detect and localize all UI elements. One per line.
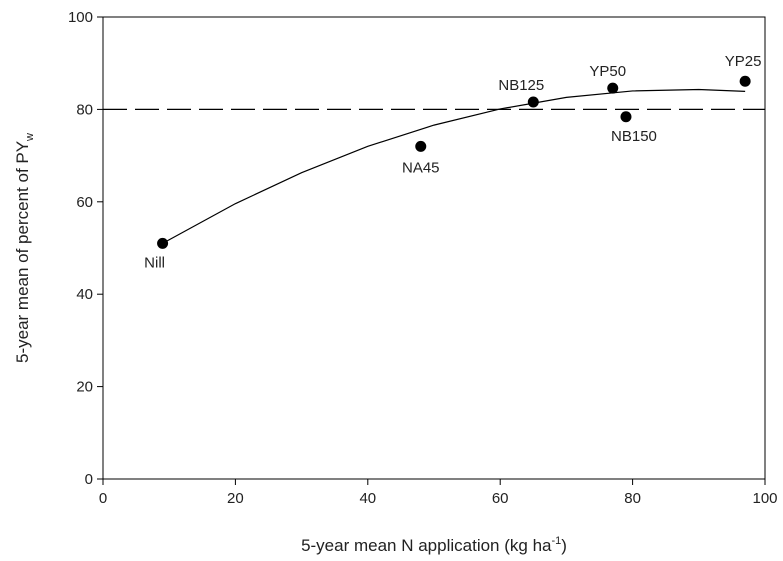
x-tick-label: 80: [624, 490, 641, 507]
x-tick-label: 100: [752, 490, 777, 507]
x-tick-label: 20: [227, 490, 244, 507]
data-point: [620, 111, 632, 123]
data-point: [607, 82, 619, 94]
y-tick-label: 100: [68, 9, 93, 26]
data-point: [739, 75, 751, 87]
x-tick-label: 60: [492, 490, 509, 507]
point-label: Nill: [144, 254, 165, 271]
plot-frame: [102, 16, 766, 480]
y-tick-label: 0: [85, 471, 93, 488]
data-point: [527, 96, 539, 108]
y-tick-label: 60: [76, 194, 93, 211]
data-point: [157, 237, 169, 249]
point-label: NA45: [402, 159, 440, 176]
y-tick-label: 20: [76, 379, 93, 396]
y-axis-title-sub: w: [24, 133, 36, 142]
data-point: [415, 140, 427, 152]
x-axis-title: 5-year mean N application (kg ha-1): [301, 535, 567, 555]
fit-curve: [162, 88, 746, 244]
point-label: YP50: [589, 63, 626, 80]
y-tick-label: 40: [76, 286, 93, 303]
x-tick-label: 0: [99, 490, 107, 507]
y-tick-label: 80: [76, 101, 93, 118]
x-tick-label: 40: [359, 490, 376, 507]
y-axis-title: 5-year mean of percent of PYw: [13, 133, 36, 363]
x-axis-title-sup: -1: [551, 535, 561, 547]
point-label: NB125: [498, 77, 544, 94]
y-axis-title-text: 5-year mean of percent of PY: [13, 141, 32, 363]
x-axis-title-text: 5-year mean N application (kg ha: [301, 536, 552, 555]
point-label: NB150: [611, 128, 657, 145]
point-label: YP25: [725, 53, 762, 70]
x-axis-title-end: ): [561, 536, 567, 555]
